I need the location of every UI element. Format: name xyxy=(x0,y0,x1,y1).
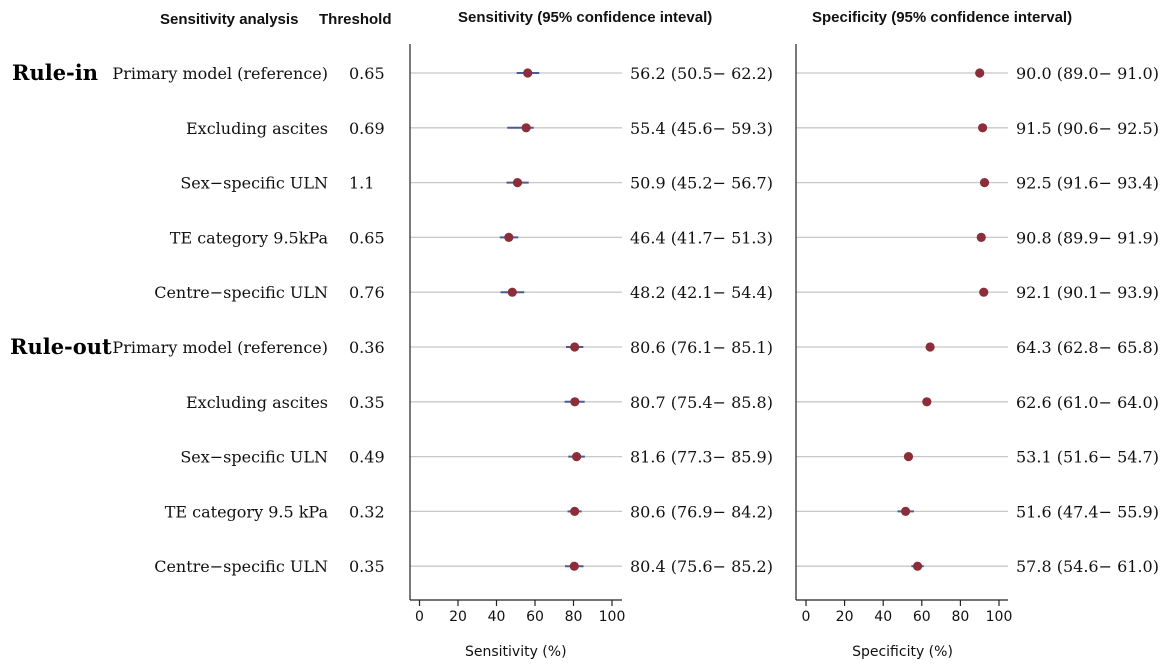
specificity-tick-label: 60 xyxy=(913,609,931,625)
sensitivity-tick-label: 40 xyxy=(488,609,506,625)
row-threshold: 0.69 xyxy=(349,119,385,138)
specificity-tick-label: 40 xyxy=(874,609,892,625)
sensitivity-value-label: 81.6 (77.3− 85.9) xyxy=(630,448,773,467)
header-sensitivity-analysis: Sensitivity analysis xyxy=(160,11,298,28)
row-label: Excluding ascites xyxy=(186,393,328,412)
sensitivity-value-label: 80.6 (76.9− 84.2) xyxy=(630,502,773,521)
sensitivity-value-label: 50.9 (45.2− 56.7) xyxy=(630,174,773,193)
sensitivity-point-estimate xyxy=(570,342,580,352)
sensitivity-point-estimate xyxy=(504,232,514,242)
sensitivity-tick-label: 0 xyxy=(415,609,424,625)
specificity-point-estimate xyxy=(979,178,990,188)
row-threshold: 0.32 xyxy=(349,502,385,521)
specificity-tick-label: 20 xyxy=(836,609,854,625)
header-sensitivity-ci: Sensitivity (95% confidence inteval) xyxy=(458,9,712,26)
sensitivity-point-estimate xyxy=(570,506,580,516)
specificity-value-label: 90.8 (89.9− 91.9) xyxy=(1016,228,1159,247)
row-label: Sex−specific ULN xyxy=(180,174,328,193)
specificity-value-label: 92.5 (91.6− 93.4) xyxy=(1016,174,1159,193)
specificity-value-label: 64.3 (62.8− 65.8) xyxy=(1016,338,1159,357)
panels-layer: 0 20 40 60 80 100 Sensitivity (%) 56.2 (50.5− 6… xyxy=(409,44,1159,660)
specificity-point-estimate xyxy=(900,506,911,516)
specificity-value-label: 57.8 (54.6− 61.0) xyxy=(1016,557,1159,576)
specificity-point-estimate xyxy=(975,68,985,78)
row-threshold: 1.1 xyxy=(349,174,374,193)
sensitivity-value-label: 55.4 (45.6− 59.3) xyxy=(630,119,773,138)
row-label: Centre−specific ULN xyxy=(154,283,328,302)
sensitivity-value-label: 80.4 (75.6− 85.2) xyxy=(630,557,773,576)
group-label-rule-in: Rule-in xyxy=(12,60,98,85)
specificity-value-label: 53.1 (51.6− 54.7) xyxy=(1016,448,1159,467)
specificity-point-estimate xyxy=(912,561,923,571)
specificity-tick-label: 100 xyxy=(986,609,1013,625)
specificity-point-estimate xyxy=(977,123,988,133)
row-threshold: 0.35 xyxy=(349,557,385,576)
specificity-axis-title: Specificity (%) xyxy=(852,644,953,660)
sensitivity-axis-title: Sensitivity (%) xyxy=(465,644,567,660)
row-threshold: 0.65 xyxy=(349,228,385,247)
sensitivity-point-estimate xyxy=(571,452,582,462)
group-label-rule-out: Rule-out xyxy=(10,334,112,359)
specificity-point-estimate xyxy=(903,452,914,462)
sensitivity-value-label: 48.2 (42.1− 54.4) xyxy=(630,283,773,302)
specificity-value-label: 92.1 (90.1− 93.9) xyxy=(1016,283,1159,302)
specificity-point-estimate xyxy=(922,397,932,407)
sensitivity-point-estimate xyxy=(523,68,533,78)
row-threshold: 0.65 xyxy=(349,64,385,83)
specificity-point-estimate xyxy=(925,342,935,352)
sensitivity-value-label: 56.2 (50.5− 62.2) xyxy=(630,64,773,83)
sensitivity-value-label: 80.7 (75.4− 85.8) xyxy=(630,393,773,412)
specificity-value-label: 90.0 (89.0− 91.0) xyxy=(1016,64,1159,83)
header-threshold: Threshold xyxy=(319,11,392,28)
sensitivity-point-estimate xyxy=(521,123,531,133)
specificity-tick-label: 80 xyxy=(951,609,969,625)
specificity-value-label: 62.6 (61.0− 64.0) xyxy=(1016,393,1159,412)
row-label: Primary model (reference) xyxy=(112,338,328,357)
row-threshold: 0.49 xyxy=(349,448,385,467)
header-specificity-ci: Specificity (95% confidence interval) xyxy=(812,9,1072,26)
specificity-tick-label: 0 xyxy=(802,609,811,625)
sensitivity-point-estimate xyxy=(569,561,579,571)
sensitivity-point-estimate xyxy=(570,397,580,407)
row-label: Centre−specific ULN xyxy=(154,557,328,576)
sensitivity-panel: 0 20 40 60 80 100 Sensitivity (%) 56.2 (50.5− 6… xyxy=(409,44,773,660)
row-threshold: 0.35 xyxy=(349,393,385,412)
sensitivity-tick-label: 60 xyxy=(526,609,544,625)
specificity-point-estimate xyxy=(979,287,989,297)
rows-layer: Primary model (reference) 0.65 Excluding a… xyxy=(112,64,384,576)
sensitivity-tick-label: 100 xyxy=(599,609,626,625)
row-label: Primary model (reference) xyxy=(112,64,328,83)
row-threshold: 0.36 xyxy=(349,338,385,357)
specificity-panel: 0 20 40 60 80 100 Specificity (%) 90.0 (89.0− 9… xyxy=(795,44,1159,660)
sensitivity-tick-label: 80 xyxy=(565,609,583,625)
specificity-point-estimate xyxy=(976,232,986,242)
row-label: Sex−specific ULN xyxy=(180,448,328,467)
sensitivity-value-label: 80.6 (76.1− 85.1) xyxy=(630,338,773,357)
specificity-value-label: 51.6 (47.4− 55.9) xyxy=(1016,502,1159,521)
sensitivity-point-estimate xyxy=(507,287,517,297)
sensitivity-value-label: 46.4 (41.7− 51.3) xyxy=(630,228,773,247)
row-label: Excluding ascites xyxy=(186,119,328,138)
row-threshold: 0.76 xyxy=(349,283,385,302)
row-label: TE category 9.5kPa xyxy=(170,228,329,247)
specificity-value-label: 91.5 (90.6− 92.5) xyxy=(1016,119,1159,138)
sensitivity-point-estimate xyxy=(512,178,523,188)
sensitivity-tick-label: 20 xyxy=(449,609,467,625)
row-label: TE category 9.5 kPa xyxy=(165,502,329,521)
